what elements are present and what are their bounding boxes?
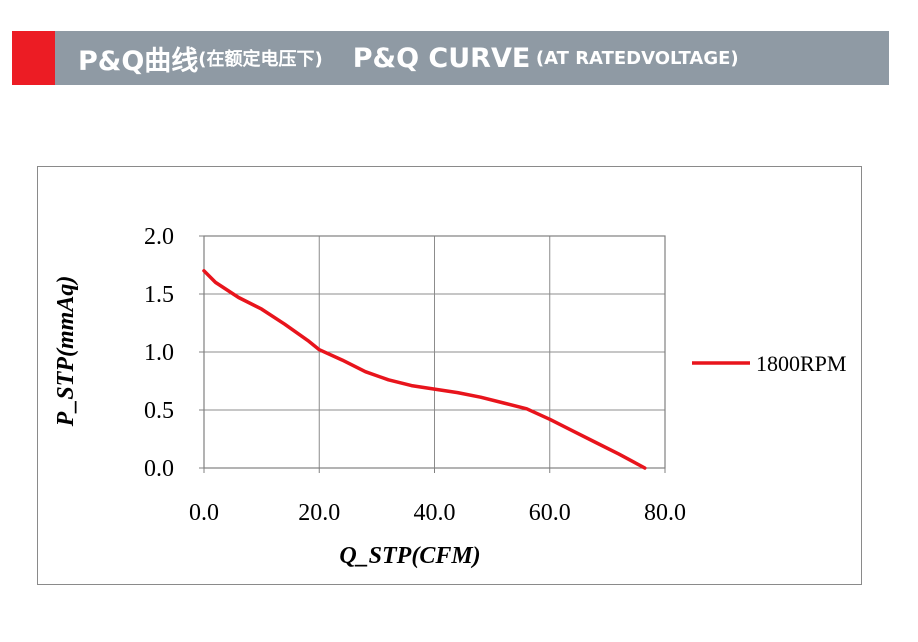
grid-lines: [203, 235, 666, 469]
x-tick-label-2: 40.0: [414, 500, 456, 526]
page-title: P&Q曲线 (在额定电压下) P&Q CURVE (AT RATEDVOLTAGE): [78, 31, 739, 85]
title-main: P&Q曲线: [78, 45, 199, 77]
x-axis-label: Q_STP(CFM): [339, 543, 480, 569]
x-tick-labels: 0.0 20.0 40.0 60.0 80.0: [189, 468, 686, 526]
y-tick-label-1: 0.5: [144, 398, 174, 424]
y-tick-labels: 0.0 0.5 1.0 1.5 2.0: [144, 224, 204, 482]
legend: 1800RPM: [692, 351, 846, 376]
title-en-note: (AT RATEDVOLTAGE): [535, 47, 739, 69]
x-tick-label-0: 0.0: [189, 500, 219, 526]
y-axis-label: P_STP(mmAq): [53, 276, 79, 428]
y-tick-label-2: 1.0: [144, 340, 174, 366]
series-lines: [202, 269, 647, 470]
title-banner: [12, 31, 889, 85]
title-cn-note: (在额定电压下): [198, 49, 323, 70]
x-tick-label-4: 80.0: [644, 500, 686, 526]
x-tick-label-3: 60.0: [529, 500, 571, 526]
x-tick-label-1: 20.0: [298, 500, 340, 526]
legend-label-0: 1800RPM: [756, 351, 846, 376]
y-tick-label-3: 1.5: [144, 282, 174, 308]
y-tick-label-0: 0.0: [144, 456, 174, 482]
title-en-main: P&Q CURVE: [352, 42, 531, 74]
series-line-0: [202, 269, 647, 470]
y-tick-label-4: 2.0: [144, 224, 174, 250]
chart-frame: [37, 166, 862, 585]
title-accent-block: [12, 31, 55, 85]
